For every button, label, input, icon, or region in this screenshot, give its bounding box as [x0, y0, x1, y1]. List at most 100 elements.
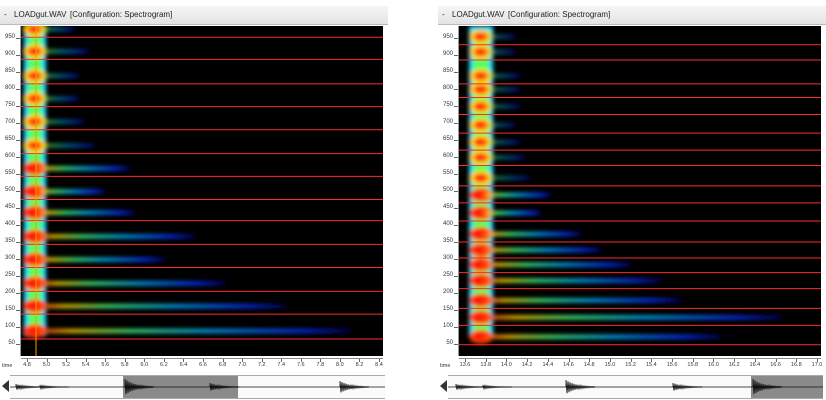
y-tick-label: 400: [4, 221, 15, 228]
right-title-dash: -: [442, 10, 445, 19]
x-tick-label: 5.2: [62, 362, 70, 368]
right-time-axis: 13.6 13.8 14.0 14.2 14.4 14.6 14.8 15.0 15.2 15.4…: [459, 358, 823, 373]
right-scroll-left-arrow-icon[interactable]: [440, 380, 447, 392]
y-tick-label: 200: [442, 289, 453, 296]
x-tick-label: 16.6: [770, 362, 781, 368]
y-tick-label: 250: [442, 272, 453, 279]
left-waveform-overview[interactable]: [10, 375, 385, 399]
y-tick-label: 850: [4, 67, 15, 74]
right-title-bar: - LOADgut.WAV [Configuration: Spectrogra…: [438, 6, 826, 25]
left-file-name: LOADgut.WAV: [14, 10, 67, 19]
y-tick-label: 750: [442, 101, 453, 108]
y-tick-label: 450: [4, 204, 15, 210]
y-tick-label: 100: [442, 323, 453, 330]
x-tick-label: 14.8: [583, 362, 595, 368]
x-tick-label: 15.4: [645, 362, 657, 368]
right-x-unit-label: time: [440, 363, 451, 369]
x-tick-label: 8.2: [355, 362, 364, 368]
y-tick-label: 350: [442, 238, 453, 245]
left-time-axis: 4.8 5.0 5.2 5.4 5.6 5.8 6.0 6.2 6.4 6.6 6.8 7.0 7.2 7…: [21, 358, 383, 373]
y-tick-label: 100: [4, 323, 15, 330]
y-tick-label: 400: [442, 221, 453, 228]
y-tick-label: 950: [442, 33, 453, 40]
y-tick-label: 200: [4, 289, 15, 296]
y-tick-label: 950: [4, 33, 15, 40]
left-y-axis: 950 900 850 800 750 700 650 600 550 500 450 400 350 3…: [0, 26, 21, 356]
y-tick-label: 800: [442, 84, 453, 91]
x-tick-label: 15.8: [687, 362, 699, 368]
x-tick-label: 14.0: [501, 362, 512, 368]
x-tick-label: 7.2: [257, 362, 266, 368]
x-tick-label: 14.6: [563, 362, 574, 368]
y-tick-label: 900: [4, 50, 15, 57]
x-tick-label: 16.4: [749, 362, 761, 368]
y-tick-label: 600: [4, 152, 15, 159]
x-tick-label: 7.4: [277, 362, 286, 368]
y-tick-label: 600: [442, 152, 453, 159]
y-tick-label: 50: [8, 340, 15, 347]
y-tick-label: 850: [442, 67, 453, 74]
y-tick-label: 450: [442, 204, 453, 210]
y-tick-label: 900: [442, 50, 453, 57]
x-tick-label: 15.2: [625, 362, 636, 368]
waveform-artwork: [448, 376, 823, 398]
x-tick-label: 14.4: [542, 362, 554, 368]
y-tick-label: 750: [4, 101, 15, 108]
left-spectrogram-panel: - LOADgut.WAV [Configuration: Spectrogra…: [0, 0, 388, 400]
x-tick-label: 7.6: [296, 362, 305, 368]
right-file-name: LOADgut.WAV: [452, 10, 505, 19]
spectrogram-artwork: [21, 26, 383, 356]
left-title-dash: -: [4, 10, 7, 19]
y-tick-label: 650: [4, 135, 15, 142]
left-spectrogram-canvas[interactable]: [21, 26, 383, 356]
left-x-unit-label: time: [2, 363, 13, 369]
y-tick-label: 300: [4, 255, 15, 262]
x-tick-label: 4.8: [23, 362, 31, 368]
x-tick-label: 16.2: [728, 362, 740, 368]
x-tick-label: 8.4: [375, 362, 383, 368]
x-tick-label: 8.0: [336, 362, 344, 368]
y-tick-label: 550: [4, 169, 15, 176]
x-tick-label: 7.0: [238, 362, 246, 368]
y-tick-label: 500: [442, 187, 453, 193]
x-tick-label: 6.4: [179, 362, 188, 368]
x-tick-label: 5.4: [81, 362, 90, 368]
x-tick-label: 15.6: [666, 362, 678, 368]
y-tick-label: 150: [442, 306, 453, 313]
spectrogram-artwork: [459, 26, 821, 346]
right-waveform-overview[interactable]: [448, 375, 823, 399]
x-tick-label: 5.8: [120, 362, 129, 368]
y-tick-label: 700: [442, 118, 453, 125]
waveform-artwork: [10, 376, 385, 398]
y-tick-label: 350: [4, 238, 15, 245]
x-tick-label: 16.8: [790, 362, 802, 368]
y-tick-label: 150: [4, 306, 15, 313]
x-tick-label: 17.0: [811, 362, 823, 368]
x-tick-label: 6.2: [160, 362, 168, 368]
y-tick-label: 250: [4, 272, 15, 279]
x-tick-label: 6.6: [199, 362, 207, 368]
left-scroll-left-arrow-icon[interactable]: [2, 380, 9, 392]
x-tick-label: 13.8: [480, 362, 492, 368]
left-title-bar: - LOADgut.WAV [Configuration: Spectrogra…: [0, 6, 388, 25]
x-tick-label: 5.0: [42, 362, 51, 368]
x-tick-label: 15.0: [604, 362, 616, 368]
y-tick-label: 300: [442, 255, 453, 262]
y-tick-label: 50: [446, 340, 453, 347]
x-tick-label: 6.8: [218, 362, 227, 368]
right-spectrogram-panel: - LOADgut.WAV [Configuration: Spectrogra…: [438, 0, 826, 400]
x-tick-label: 13.6: [459, 362, 471, 368]
x-tick-label: 16.0: [708, 362, 719, 368]
left-configuration-label: [Configuration: Spectrogram]: [70, 10, 173, 19]
x-tick-label: 5.6: [101, 362, 110, 368]
x-tick-label: 7.8: [316, 362, 325, 368]
y-tick-label: 650: [442, 135, 453, 142]
y-tick-label: 800: [4, 84, 15, 91]
x-tick-label: 14.2: [521, 362, 533, 368]
right-y-axis: 950 900 850 800 750 700 650 600 550 500 450 400 350 3…: [438, 26, 459, 356]
x-tick-label: 6.0: [140, 362, 149, 368]
y-tick-label: 700: [4, 118, 15, 125]
right-spectrogram-canvas[interactable]: [459, 26, 821, 356]
y-tick-label: 500: [4, 187, 15, 193]
y-tick-label: 550: [442, 169, 453, 176]
